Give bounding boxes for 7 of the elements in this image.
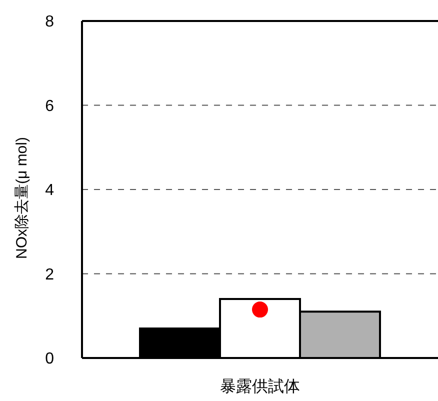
x-tick-label: 暴露供試体 xyxy=(220,377,300,396)
y-tick-label: 8 xyxy=(45,14,54,31)
y-tick-label: 0 xyxy=(45,350,54,368)
y-tick-label: 6 xyxy=(45,98,54,115)
y-tick-label: 4 xyxy=(45,182,54,200)
y-tick-label: 2 xyxy=(45,266,54,284)
y-axis-title: NOx除去量(μ mol) xyxy=(14,137,30,259)
